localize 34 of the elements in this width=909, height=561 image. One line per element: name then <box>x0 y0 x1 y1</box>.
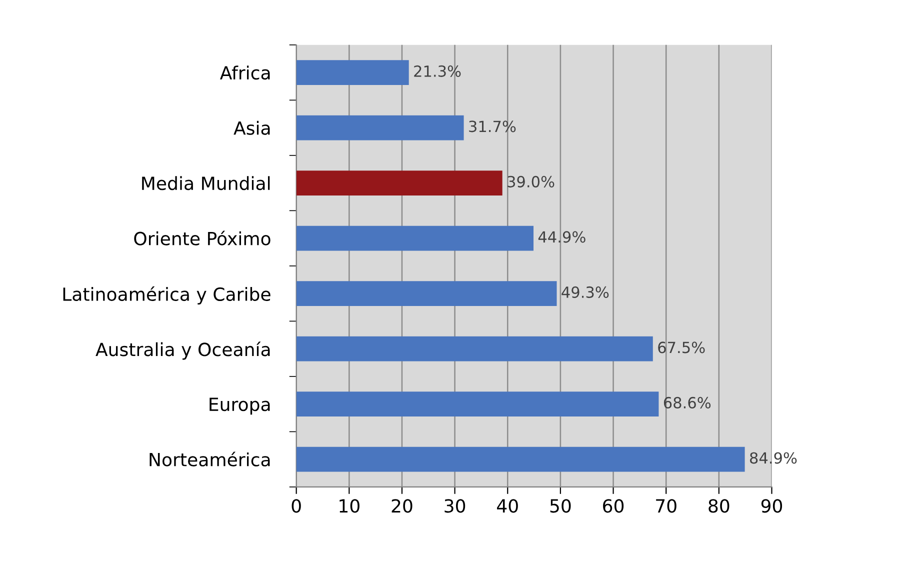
data-label: 21.3% <box>414 65 461 77</box>
data-label: 67.5% <box>658 342 705 354</box>
y-tick-label: Europa <box>210 398 270 415</box>
bar <box>296 336 653 362</box>
data-label: 84.9% <box>750 452 797 464</box>
x-tick-label: 90 <box>761 499 782 513</box>
x-tick-label: 50 <box>550 499 571 513</box>
x-tick-label: 0 <box>292 499 301 513</box>
data-label: 49.3% <box>562 286 609 298</box>
x-tick-label: 70 <box>656 499 676 513</box>
x-tick-label: 10 <box>340 499 360 513</box>
data-label: 31.7% <box>469 120 516 132</box>
data-label: 44.9% <box>538 231 586 243</box>
bar <box>296 170 502 196</box>
bar <box>296 115 464 140</box>
y-tick-label: Asia <box>234 120 270 135</box>
bar <box>296 446 745 472</box>
data-label: 68.6% <box>664 396 711 408</box>
y-tick-label: Africa <box>220 66 270 80</box>
x-tick-label: 20 <box>392 499 412 513</box>
data-label: 39.0% <box>508 176 554 188</box>
bar <box>296 392 659 416</box>
y-tick-label: Latinoamérica y Caribe <box>63 286 270 305</box>
x-tick-label: 40 <box>497 499 518 513</box>
y-tick-label: Media Mundial <box>142 176 270 190</box>
x-tick-label: 60 <box>603 499 624 513</box>
bar <box>296 281 557 306</box>
y-tick-label: Australia y Oceanía <box>96 342 270 360</box>
x-tick-label: 80 <box>708 499 730 513</box>
y-tick-label: Oriente Póximo <box>134 230 270 246</box>
bar <box>296 60 409 85</box>
x-tick-label: 30 <box>444 499 466 513</box>
bar <box>296 226 534 251</box>
y-tick-label: Norteamérica <box>150 452 270 466</box>
